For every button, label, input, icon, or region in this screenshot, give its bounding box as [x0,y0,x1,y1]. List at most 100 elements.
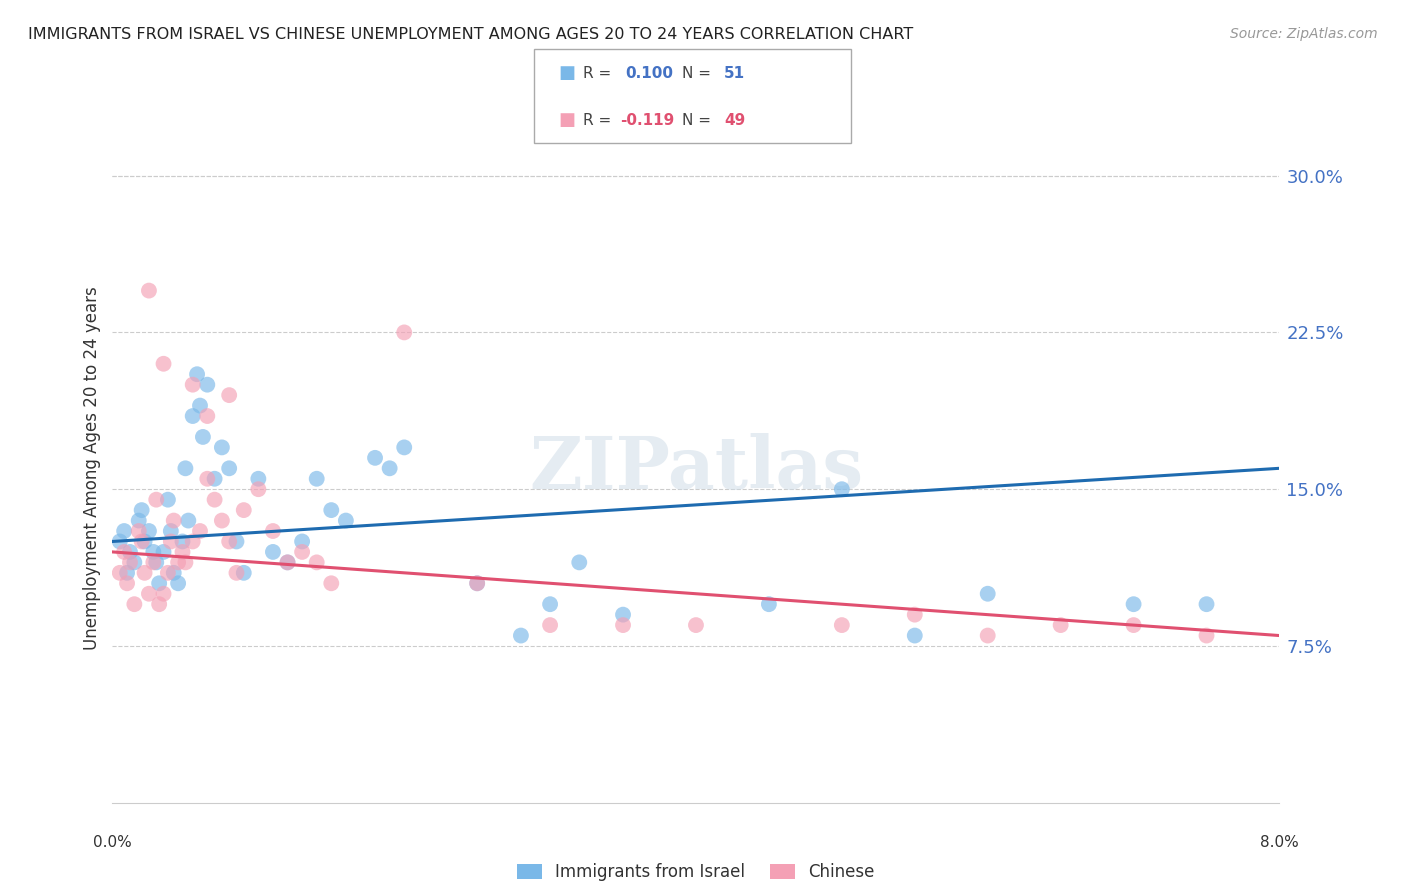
Point [138,524,160,538]
Point [538,597,561,611]
Text: -0.119: -0.119 [620,113,675,128]
Point [174,461,197,475]
Point [131,503,153,517]
Point [163,566,186,580]
Point [142,555,165,569]
Point [115,566,138,580]
Point [232,566,254,580]
Text: 0.0%: 0.0% [93,836,132,850]
Point [321,576,343,591]
Point [108,566,131,580]
Point [160,524,183,538]
Text: 51: 51 [724,66,745,80]
Point [218,461,240,475]
Point [167,576,190,591]
Point [138,284,160,298]
Point [152,587,174,601]
Point [685,618,707,632]
Point [204,492,226,507]
Point [262,524,284,538]
Point [225,534,247,549]
Point [465,576,488,591]
Point [392,326,416,340]
Point [305,472,328,486]
Point [465,576,488,591]
Text: Source: ZipAtlas.com: Source: ZipAtlas.com [1230,27,1378,41]
Point [538,618,561,632]
Text: ■: ■ [558,64,575,82]
Point [335,514,357,528]
Point [1049,618,1071,632]
Point [262,545,284,559]
Point [904,628,927,642]
Point [142,545,165,559]
Point [276,555,298,569]
Point [145,492,167,507]
Text: 49: 49 [724,113,745,128]
Point [232,503,254,517]
Point [145,555,167,569]
Point [758,597,780,611]
Point [195,409,218,423]
Point [1195,628,1218,642]
Point [177,514,200,528]
Point [378,461,401,475]
Point [195,377,218,392]
Point [188,524,211,538]
Point [276,555,298,569]
Point [152,357,174,371]
Point [181,534,204,549]
Text: N =: N = [682,66,716,80]
Point [148,576,170,591]
Legend: Immigrants from Israel, Chinese: Immigrants from Israel, Chinese [510,857,882,888]
Text: ZIPatlas: ZIPatlas [529,433,863,504]
Point [831,482,853,496]
Point [976,587,998,601]
Point [186,368,208,382]
Point [115,576,138,591]
Point [612,618,634,632]
Point [181,409,204,423]
Text: R =: R = [583,113,617,128]
Point [148,597,170,611]
Point [156,492,179,507]
Point [124,555,146,569]
Point [181,377,204,392]
Point [188,399,211,413]
Point [152,545,174,559]
Point [291,534,314,549]
Point [160,534,183,549]
Point [247,482,270,496]
Point [218,388,240,402]
Point [108,534,131,549]
Text: R =: R = [583,66,617,80]
Point [211,514,233,528]
Point [163,514,186,528]
Point [174,555,197,569]
Text: N =: N = [682,113,716,128]
Y-axis label: Unemployment Among Ages 20 to 24 years: Unemployment Among Ages 20 to 24 years [83,286,101,650]
Point [134,566,156,580]
Point [976,628,998,642]
Point [195,472,218,486]
Point [568,555,591,569]
Point [211,441,233,455]
Point [321,503,343,517]
Point [305,555,328,569]
Point [172,534,194,549]
Point [831,618,853,632]
Text: ■: ■ [558,112,575,129]
Point [509,628,531,642]
Point [112,524,135,538]
Point [156,566,179,580]
Point [392,441,416,455]
Text: 0.100: 0.100 [626,66,673,80]
Point [138,587,160,601]
Text: 8.0%: 8.0% [1260,836,1299,850]
Point [112,545,135,559]
Text: IMMIGRANTS FROM ISRAEL VS CHINESE UNEMPLOYMENT AMONG AGES 20 TO 24 YEARS CORRELA: IMMIGRANTS FROM ISRAEL VS CHINESE UNEMPL… [28,27,914,42]
Point [172,545,194,559]
Point [204,472,226,486]
Point [128,524,150,538]
Point [218,534,240,549]
